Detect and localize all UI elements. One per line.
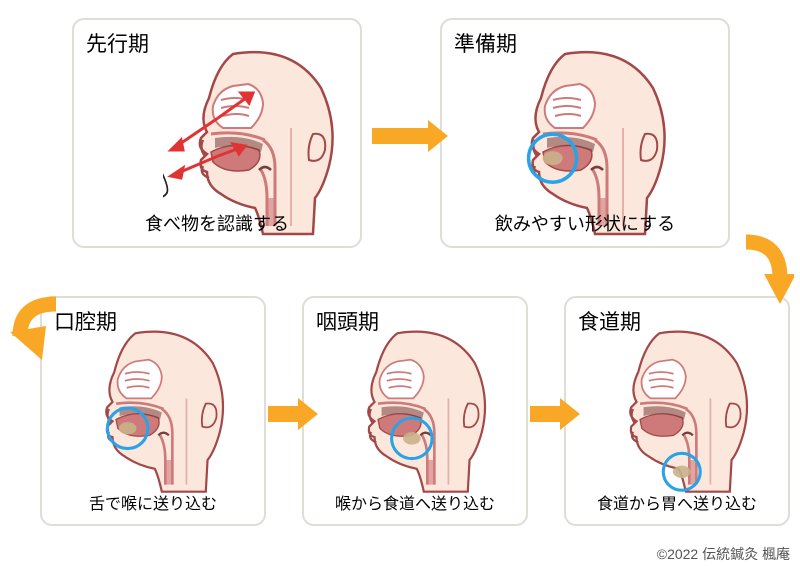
flow-arrow-5: [530, 396, 580, 437]
panel-caption: 食べ物を認識する: [145, 210, 289, 236]
panel-caption: 飲みやすい形状にする: [495, 210, 675, 236]
flow-arrow-2: [740, 232, 794, 323]
flow-arrow-4: [268, 396, 318, 437]
panel-caption: 舌で喉に送り込む: [89, 490, 217, 514]
panel-stage-5: 食道期 食道から胃へ送り込む: [564, 296, 790, 526]
panel-stage-2: 準備期 飲みやすい形状にする: [440, 18, 730, 248]
head-illustration: [336, 328, 494, 500]
head-illustration: [74, 328, 232, 500]
panel-title: 先行期: [86, 28, 149, 58]
panel-stage-3: 口腔期 舌で喉に送り込む: [40, 296, 266, 526]
flow-arrow-1: [372, 118, 448, 159]
panel-caption: 喉から食道へ送り込む: [335, 490, 495, 514]
panel-stage-1: 先行期: [72, 18, 362, 248]
flow-arrow-3: [8, 296, 68, 379]
head-illustration: [598, 328, 756, 500]
panel-caption: 食道から胃へ送り込む: [597, 490, 757, 514]
copyright-text: ©2022 伝統鍼灸 楓庵: [657, 544, 790, 564]
panel-stage-4: 咽頭期 喉から食道へ送り込む: [302, 296, 528, 526]
